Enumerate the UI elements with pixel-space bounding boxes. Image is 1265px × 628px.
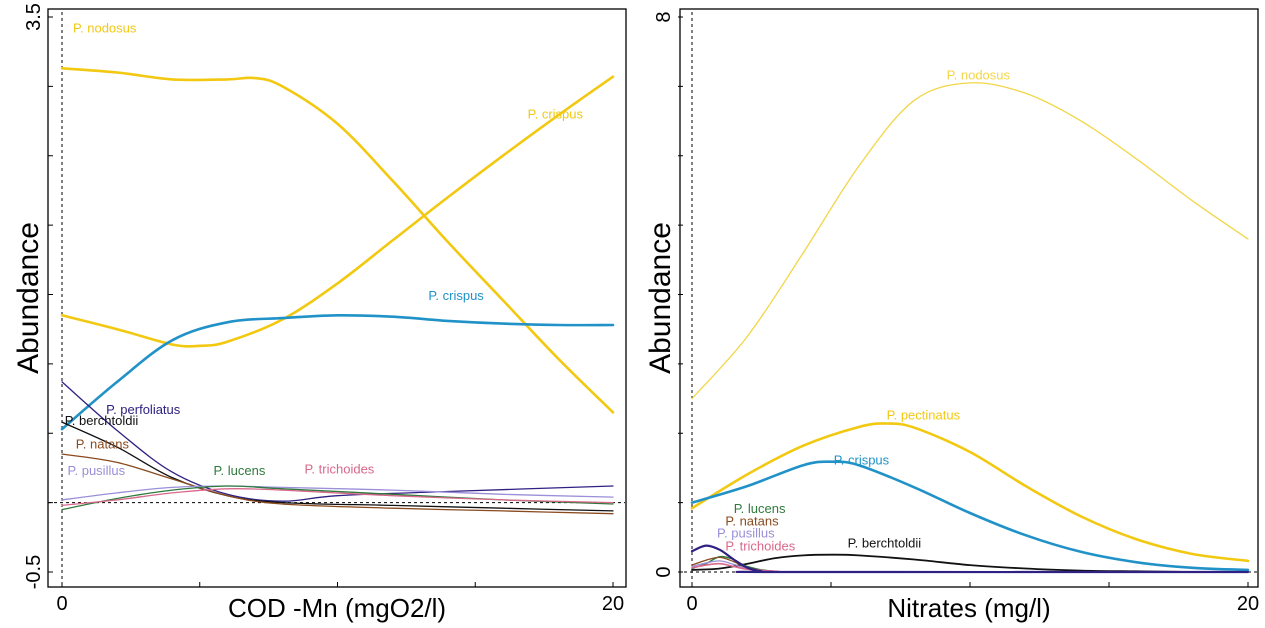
y-axis-label: Abundance	[12, 222, 45, 374]
x-axis-label: Nitrates (mg/l)	[887, 593, 1050, 623]
series-label: P. nodosus	[947, 67, 1011, 82]
y-tick-label: 3.5	[23, 3, 45, 31]
series-label: P. lucens	[214, 463, 266, 478]
chart-panel-nitrates: P. nodosus P. pectinatus P. crispus P. berc…	[644, 8, 1260, 623]
series-line-p-trichoides	[61, 487, 614, 507]
series-label: P. trichoides	[304, 461, 374, 476]
x-tick-label: 0	[686, 593, 697, 615]
series-label: P. crispus	[834, 452, 890, 467]
tick-layer: 0 20 0 8	[653, 11, 1259, 615]
series-line-unlabeled	[690, 544, 1250, 574]
series-line-p-crispus	[690, 460, 1250, 572]
x-tick-label: 0	[56, 593, 67, 615]
y-tick-label: -0.5	[23, 555, 45, 589]
series-label: P. natans	[725, 514, 779, 529]
series-line-p-perfoliatus	[61, 381, 614, 502]
zero-reference-lines	[678, 12, 1260, 585]
y-tick-label: 8	[653, 11, 675, 22]
series-label: P. pusillus	[717, 525, 775, 540]
y-axis-label: Abundance	[644, 222, 677, 374]
series-label: P. trichoides	[725, 538, 795, 553]
series-label: P. nodosus	[73, 20, 137, 35]
zero-reference-lines	[48, 12, 625, 585]
series-layer	[690, 82, 1250, 574]
series-label: P. crispus	[528, 106, 584, 121]
tick-layer: 0 20 -0.5 3.5	[23, 3, 624, 615]
x-axis-label: COD -Mn (mgO2/l)	[228, 593, 446, 623]
series-line-p-nodosus	[691, 82, 1249, 400]
series-line-p-natans	[61, 453, 614, 515]
series-label: P. natans	[76, 437, 130, 452]
series-label: P. lucens	[734, 501, 786, 516]
y-tick-label: 0	[653, 566, 675, 577]
series-line-p-crispus	[60, 75, 615, 348]
series-line-p-pusillus	[61, 485, 614, 501]
series-line-p-pectinatus	[690, 422, 1250, 563]
chart-panel-cod: P. nodosus P. crispus P. crispus P. perfoli…	[12, 3, 627, 623]
series-line-p-nodosus	[60, 67, 615, 414]
series-label: P. perfoliatus	[106, 402, 181, 417]
series-layer	[60, 67, 615, 515]
series-label: P. berchtoldii	[848, 536, 922, 551]
series-label: P. crispus	[428, 288, 484, 303]
series-label: P. pectinatus	[887, 407, 961, 422]
series-label: P. pusillus	[68, 463, 126, 478]
series-label-layer: P. nodosus P. pectinatus P. crispus P. berc…	[717, 67, 1011, 553]
series-line-p-crispus	[60, 313, 615, 431]
series-label-layer: P. nodosus P. crispus P. crispus P. perfoli…	[65, 20, 584, 478]
plot-frame	[679, 8, 1259, 588]
series-line-p-berchtoldii	[61, 421, 614, 512]
x-tick-label: 20	[1237, 593, 1259, 615]
x-tick-label: 20	[602, 593, 624, 615]
series-line-p-berchtoldii	[691, 553, 1249, 573]
series-label: P. berchtoldii	[65, 413, 139, 428]
